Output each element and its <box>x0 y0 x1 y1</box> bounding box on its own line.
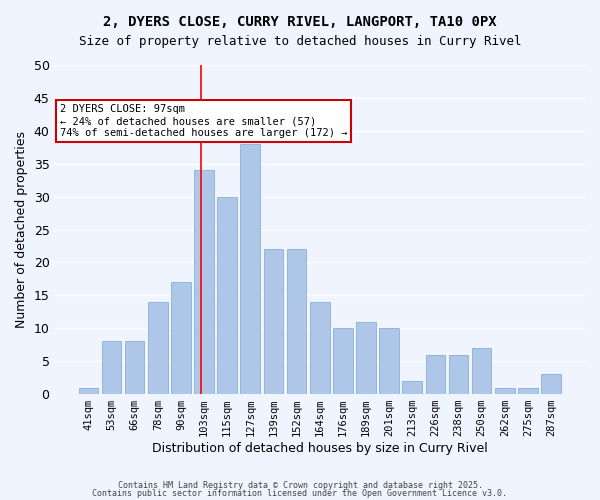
Bar <box>287 250 307 394</box>
Bar <box>356 322 376 394</box>
Bar <box>241 144 260 394</box>
Bar <box>403 381 422 394</box>
Text: Contains HM Land Registry data © Crown copyright and database right 2025.: Contains HM Land Registry data © Crown c… <box>118 481 482 490</box>
Bar <box>310 302 329 394</box>
Text: 2 DYERS CLOSE: 97sqm
← 24% of detached houses are smaller (57)
74% of semi-detac: 2 DYERS CLOSE: 97sqm ← 24% of detached h… <box>60 104 347 138</box>
Bar <box>217 196 237 394</box>
Y-axis label: Number of detached properties: Number of detached properties <box>15 131 28 328</box>
Text: 2, DYERS CLOSE, CURRY RIVEL, LANGPORT, TA10 0PX: 2, DYERS CLOSE, CURRY RIVEL, LANGPORT, T… <box>103 15 497 29</box>
Text: Contains public sector information licensed under the Open Government Licence v3: Contains public sector information licen… <box>92 488 508 498</box>
Bar <box>541 374 561 394</box>
Bar <box>425 354 445 394</box>
Bar <box>79 388 98 394</box>
Bar <box>148 302 167 394</box>
X-axis label: Distribution of detached houses by size in Curry Rivel: Distribution of detached houses by size … <box>152 442 488 455</box>
Bar <box>171 282 191 394</box>
Bar <box>263 250 283 394</box>
Bar <box>194 170 214 394</box>
Bar <box>379 328 399 394</box>
Bar <box>495 388 515 394</box>
Text: Size of property relative to detached houses in Curry Rivel: Size of property relative to detached ho… <box>79 35 521 48</box>
Bar <box>518 388 538 394</box>
Bar <box>101 342 121 394</box>
Bar <box>333 328 353 394</box>
Bar <box>449 354 469 394</box>
Bar <box>472 348 491 394</box>
Bar <box>125 342 145 394</box>
